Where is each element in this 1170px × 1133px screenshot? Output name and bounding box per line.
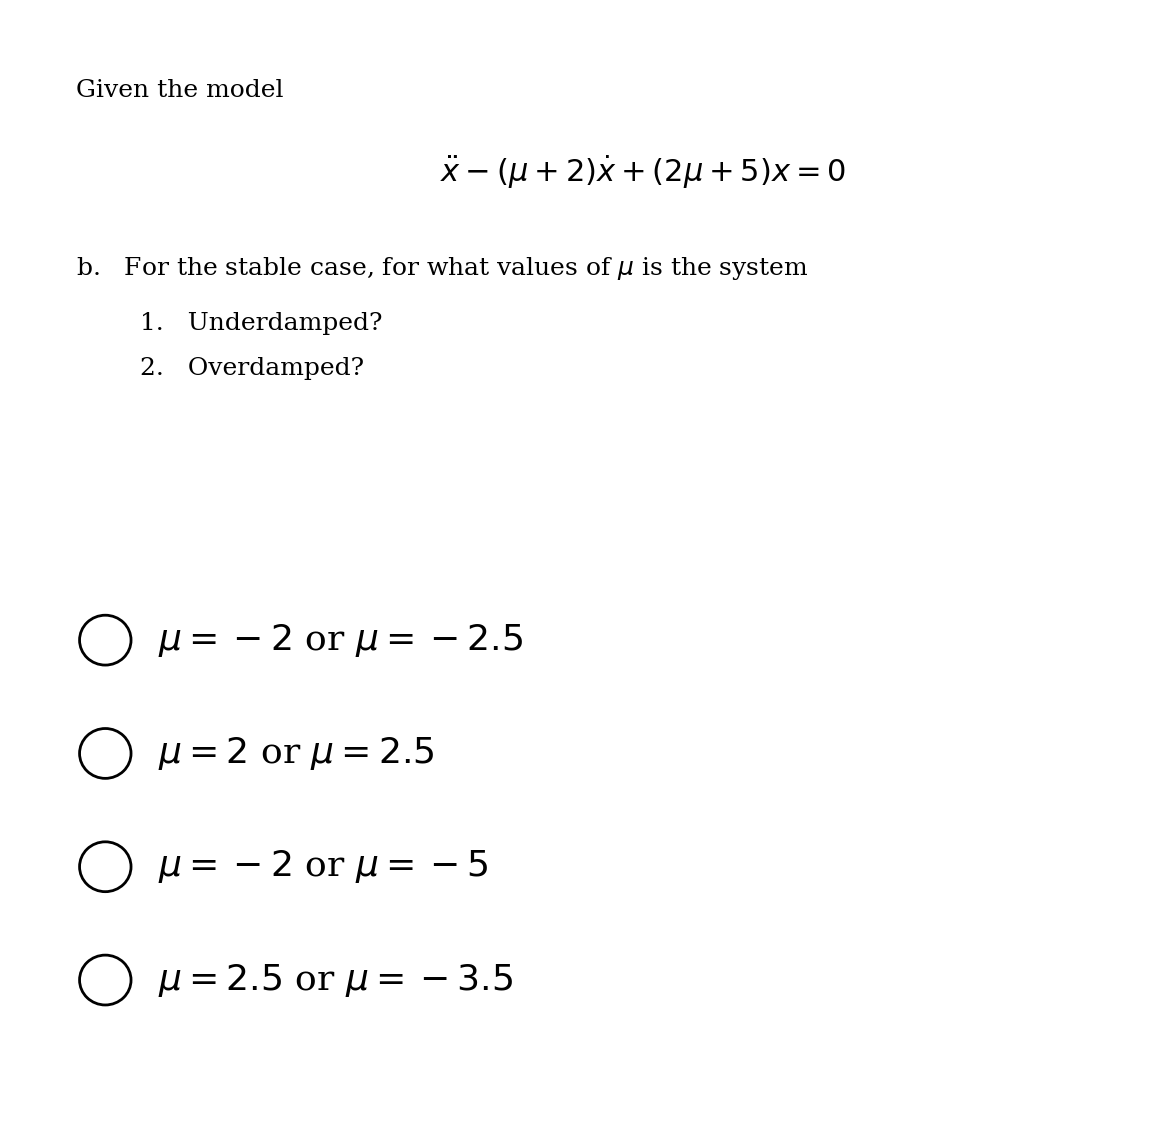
Text: 2.   Overdamped?: 2. Overdamped? — [140, 357, 365, 380]
Text: Given the model: Given the model — [76, 79, 283, 102]
Text: $\mu = -2$ or $\mu = -2.5$: $\mu = -2$ or $\mu = -2.5$ — [158, 622, 523, 658]
Text: b.   For the stable case, for what values of $\mu$ is the system: b. For the stable case, for what values … — [76, 255, 808, 282]
Text: $\mu = -2$ or $\mu = -5$: $\mu = -2$ or $\mu = -5$ — [158, 849, 489, 885]
Text: 1.   Underdamped?: 1. Underdamped? — [140, 312, 383, 334]
Text: $\ddot{x} - (\mu + 2)\dot{x} + (2\mu + 5)x = 0$: $\ddot{x} - (\mu + 2)\dot{x} + (2\mu + 5… — [440, 153, 847, 190]
Text: $\mu = 2.5$ or $\mu = -3.5$: $\mu = 2.5$ or $\mu = -3.5$ — [158, 962, 514, 998]
Text: $\mu = 2$ or $\mu = 2.5$: $\mu = 2$ or $\mu = 2.5$ — [158, 735, 434, 772]
